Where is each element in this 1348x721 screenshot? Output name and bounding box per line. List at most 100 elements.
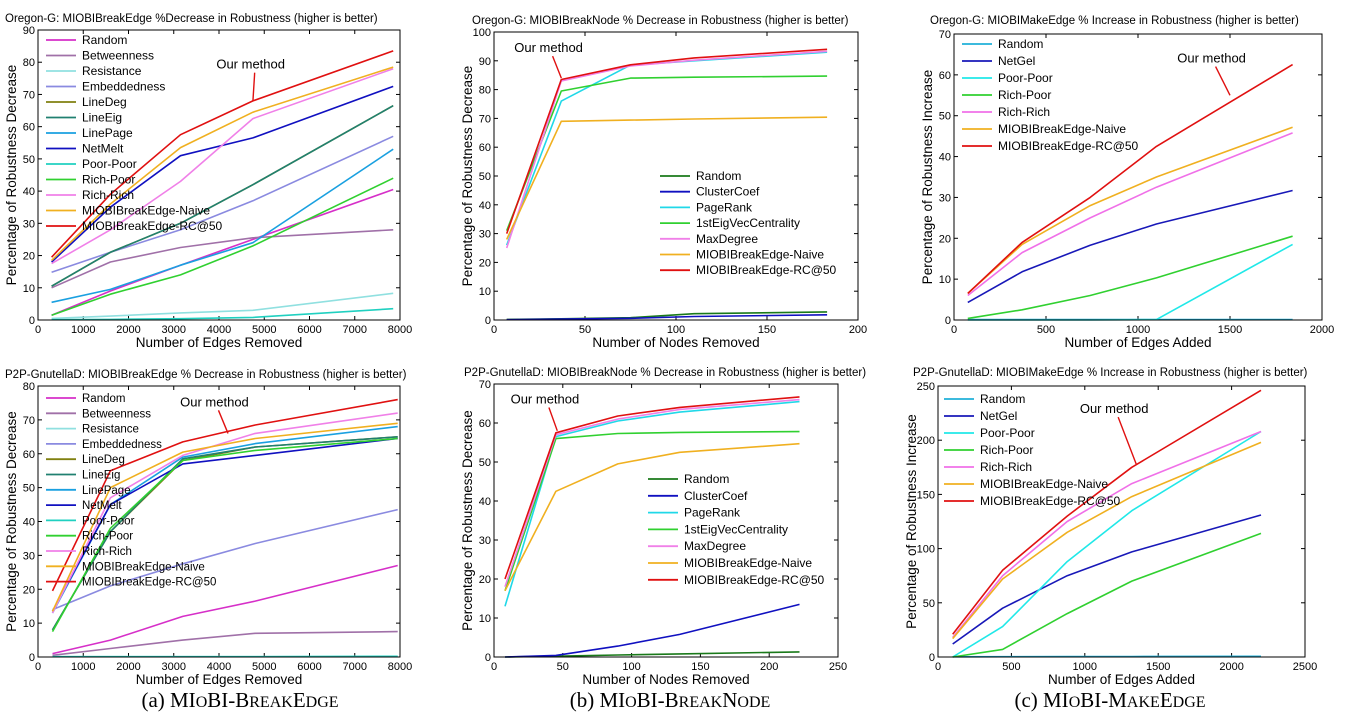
legend-label: NetMelt [82,500,122,512]
y-tick-label: 90 [479,56,491,68]
y-tick-label: 70 [23,415,35,427]
x-tick-label: 4000 [207,324,231,336]
x-tick-label: 1500 [1218,324,1242,336]
x-tick-label: 250 [829,661,847,673]
series-line-11 [51,66,394,261]
x-tick-label: 1000 [71,661,95,673]
x-tick-label: 1000 [1126,324,1150,336]
legend-label: LinePage [82,126,133,140]
legend-label: MIOBIBreakEdge-RC@50 [82,219,223,233]
y-tick-label: 80 [23,381,35,393]
x-tick-label: 0 [935,661,941,673]
series-line-2 [967,243,1293,321]
annotation-pointer [252,72,256,101]
legend-label: Rich-Rich [82,546,132,558]
legend-label: NetMelt [82,142,124,156]
x-tick-label: 2000 [1219,661,1243,673]
series-line-1 [967,189,1293,304]
legend-label: Embeddedness [82,80,165,94]
series-line-11 [51,422,398,612]
x-tick-label: 7000 [343,324,367,336]
series-line-6 [952,389,1262,635]
y-tick-label: 60 [479,142,491,154]
series-line-5 [504,442,800,592]
y-tick-label: 10 [479,286,491,298]
legend-label: LineEig [82,470,120,482]
chart-panel-3: P2P-GnutellaD: MIOBIBreakEdge % Decrease… [4,369,412,687]
x-tick-label: 50 [579,324,591,336]
x-tick-label: 0 [35,661,41,673]
y-tick-label: 30 [23,218,35,230]
y-tick-label: 0 [929,652,935,664]
plot-frame [937,385,1306,658]
x-tick-label: 1000 [1073,661,1097,673]
legend-label: MIOBIBreakEdge-Naive [82,204,210,218]
series-line-10 [51,67,394,265]
annotation-pointer [551,55,562,79]
series-line-3 [504,430,800,591]
series-line-3 [967,235,1293,320]
y-tick-label: 60 [479,418,491,430]
chart-panel-1: Oregon-G: MIOBIBreakNode % Decrease in R… [460,15,867,350]
y-tick-label: 60 [23,122,35,134]
plot-frame [493,383,839,658]
y-axis-label: Percentage of Robustness Decrease [460,410,475,631]
y-tick-label: 30 [23,550,35,562]
x-tick-label: 100 [667,324,685,336]
legend-label: MaxDegree [684,539,746,553]
legend-label: Resistance [82,424,139,436]
legend-label: Poor-Poor [82,157,137,171]
series-line-6 [51,148,394,304]
x-tick-label: 2000 [116,661,140,673]
series-line-1 [506,314,828,321]
annotation-label: Our method [1177,51,1246,66]
series-line-8 [51,307,394,321]
y-tick-label: 30 [479,229,491,241]
series-line-5 [51,436,398,631]
annotation-label: Our method [1080,401,1149,416]
series-line-6 [504,396,800,580]
y-tick-label: 50 [23,483,35,495]
x-axis-label: Number of Nodes Removed [582,672,749,687]
x-tick-label: 2000 [1310,324,1334,336]
y-axis-label: Percentage of Robustness Decrease [460,66,475,287]
y-axis-label: Percentage of Robustness Increase [920,70,935,285]
legend-label: Rich-Rich [980,460,1032,474]
legend-label: LineDeg [82,95,127,109]
series-line-12 [51,50,394,258]
x-axis-label: Number of Edges Removed [136,672,303,687]
legend-label: MIOBIBreakEdge-RC@50 [684,573,825,587]
chart-title: Oregon-G: MIOBIBreakEdge %Decrease in Ro… [5,13,378,25]
y-tick-label: 150 [917,489,935,501]
chart-title: P2P-GnutellaD: MIOBIMakeEdge % Increase … [913,367,1308,379]
series-line-1 [52,630,398,657]
y-tick-label: 250 [917,381,935,393]
y-tick-label: 10 [23,283,35,295]
legend-label: Rich-Poor [82,531,133,543]
y-tick-label: 40 [23,186,35,198]
legend-label: 1stEigVecCentrality [696,216,800,230]
y-tick-label: 20 [939,233,951,245]
x-tick-label: 2500 [1293,661,1317,673]
plot-frame [953,33,1323,321]
x-axis-label: Number of Edges Added [1048,672,1195,687]
y-tick-label: 40 [479,200,491,212]
chart-panel-5: P2P-GnutellaD: MIOBIMakeEdge % Increase … [904,367,1317,687]
series-line-5 [51,105,394,287]
x-tick-label: 7000 [343,661,367,673]
x-tick-label: 150 [758,324,776,336]
legend-label: MIOBIBreakEdge-Naive [998,122,1126,136]
x-tick-label: 5000 [252,661,276,673]
x-tick-label: 50 [557,661,569,673]
chart-panel-0: Oregon-G: MIOBIBreakEdge %Decrease in Ro… [4,13,412,350]
x-tick-label: 0 [35,324,41,336]
chart-panel-2: Oregon-G: MIOBIMakeEdge % Increase in Ro… [920,15,1334,350]
series-line-3 [52,508,398,611]
series-line-2 [51,292,394,320]
series-line-7 [51,85,394,263]
legend-label: LinePage [82,485,131,497]
x-tick-label: 0 [491,661,497,673]
y-tick-label: 50 [479,171,491,183]
y-tick-label: 40 [939,152,951,164]
x-tick-label: 100 [622,661,640,673]
